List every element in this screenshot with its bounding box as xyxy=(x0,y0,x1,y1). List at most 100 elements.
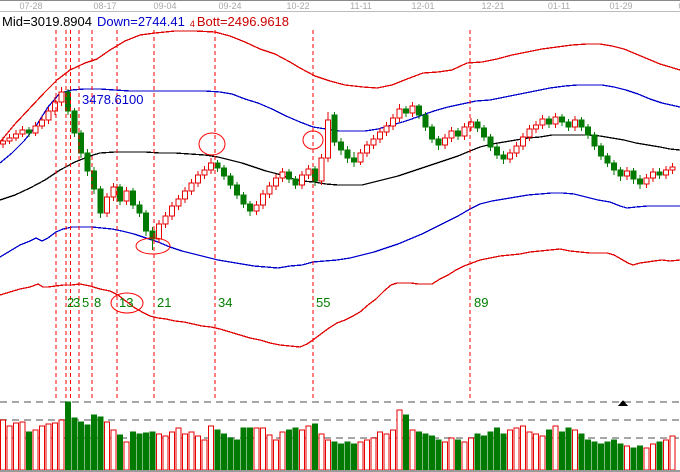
candlestick xyxy=(136,201,143,217)
fibonacci-number-label: 89 xyxy=(474,295,488,310)
candlestick xyxy=(481,125,487,141)
volume-bar xyxy=(403,414,409,471)
volume-bar xyxy=(273,439,279,471)
candlestick xyxy=(26,127,32,137)
volume-bar xyxy=(409,429,416,471)
volume-bar xyxy=(468,437,474,471)
volume-bar xyxy=(45,423,52,471)
candlestick xyxy=(208,158,214,174)
fibonacci-number-label: 34 xyxy=(218,295,232,310)
volume-bar xyxy=(325,439,331,471)
volume-bar xyxy=(507,429,513,471)
volume-bar xyxy=(643,447,650,471)
candlestick xyxy=(461,123,468,140)
fibonacci-number-label: 3 xyxy=(73,295,80,310)
volume-bar xyxy=(234,439,240,471)
candlestick xyxy=(656,168,663,179)
volume-bar xyxy=(117,434,123,471)
volume-bar xyxy=(78,421,84,471)
mid-band-value: Mid=3019.8904 xyxy=(2,14,92,29)
volume-bar xyxy=(104,421,110,471)
volume-bar xyxy=(663,439,669,471)
candlestick xyxy=(448,127,455,142)
volume-bar xyxy=(97,416,104,471)
lower-red-band-line xyxy=(0,248,680,348)
volume-bar xyxy=(286,429,292,471)
candlestick xyxy=(383,122,390,136)
candlestick xyxy=(188,179,195,195)
fibonacci-number-label: 13 xyxy=(119,295,133,310)
x-axis-date-label: 11-11 xyxy=(350,1,372,11)
volume-bar xyxy=(123,441,130,471)
x-axis-date-label: 10-22 xyxy=(286,1,310,11)
mid-black-band-line xyxy=(0,134,680,201)
volume-bar xyxy=(396,409,403,471)
volume-bar xyxy=(598,443,604,471)
candlestick xyxy=(240,192,247,208)
volume-bar xyxy=(266,434,273,471)
candlestick xyxy=(279,168,286,182)
candlestick xyxy=(494,144,500,159)
candlestick xyxy=(52,97,58,115)
candlestick xyxy=(195,171,201,187)
candlestick xyxy=(630,168,637,184)
volume-bar xyxy=(500,433,507,471)
candlestick xyxy=(565,119,572,131)
candlestick xyxy=(416,104,422,119)
fibonacci-number-label: 2 xyxy=(67,295,74,310)
upper-band-price-label: 3478.6100 xyxy=(82,92,144,107)
volume-bar xyxy=(526,431,533,471)
volume-bar xyxy=(494,427,500,471)
volume-bar xyxy=(169,431,175,471)
volume-bar xyxy=(611,439,617,471)
volume-bar xyxy=(624,445,630,471)
candlestick xyxy=(201,166,208,179)
volume-bar xyxy=(260,427,266,471)
fibonacci-number-label: 21 xyxy=(157,295,171,310)
volume-bar xyxy=(370,437,377,471)
marker-triangle xyxy=(618,400,628,406)
candlestick xyxy=(234,182,240,199)
x-axis-date-label: 12-21 xyxy=(481,1,505,11)
annotation-circle xyxy=(110,292,144,314)
volume-bar xyxy=(357,441,364,471)
candlestick xyxy=(45,107,52,124)
candlestick xyxy=(370,135,377,149)
x-axis-date-label: 08-17 xyxy=(93,1,117,11)
volume-bar xyxy=(318,433,325,471)
candlestick xyxy=(617,167,624,181)
volume-bar xyxy=(156,433,162,471)
volume-bar xyxy=(299,429,305,471)
candlestick xyxy=(513,142,520,157)
volume-bar xyxy=(136,433,143,471)
volume-bar xyxy=(175,427,182,471)
candlestick xyxy=(390,114,396,130)
volume-bar xyxy=(214,429,221,471)
volume-bar xyxy=(39,425,45,471)
candlestick xyxy=(292,176,299,189)
candlestick xyxy=(58,87,65,106)
volume-bar xyxy=(487,431,494,471)
volume-bar xyxy=(364,439,370,471)
volume-bar xyxy=(279,431,286,471)
candlestick xyxy=(539,115,546,129)
volume-bar xyxy=(533,433,539,471)
volume-bar xyxy=(162,435,169,471)
candlestick xyxy=(546,116,552,128)
volume-bar xyxy=(481,435,487,471)
candlestick xyxy=(442,134,448,149)
candlestick xyxy=(325,112,331,162)
candlestick xyxy=(344,146,351,163)
candlestick xyxy=(598,143,604,160)
candlestick xyxy=(19,126,26,137)
volume-bar xyxy=(442,441,448,471)
candlestick xyxy=(162,212,169,228)
candlestick xyxy=(435,136,442,150)
volume-bar xyxy=(149,431,156,471)
x-axis-date-label: 01-29 xyxy=(609,1,633,11)
candlestick xyxy=(468,118,474,131)
volume-bar xyxy=(429,435,435,471)
volume-bar xyxy=(227,437,234,471)
candlestick xyxy=(253,201,260,215)
